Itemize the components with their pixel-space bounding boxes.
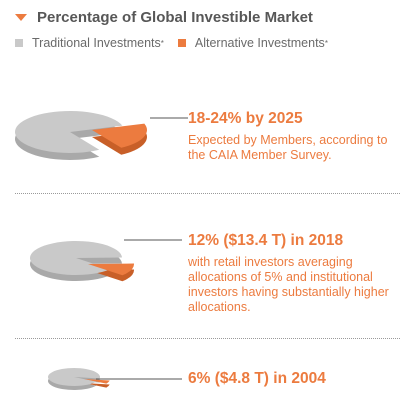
divider-1 [15,193,400,194]
pie-2-annotation: with retail investors averaging allocati… [188,255,389,314]
chart-header: Percentage of Global Investible Market [15,9,313,26]
legend: Traditional Investments * Alternative Inv… [15,36,342,50]
pie-1-title: 18-24% by 2025 [188,110,303,127]
chart-title: Percentage of Global Investible Market [37,9,313,26]
pie-3-alternative-side [84,383,110,388]
pie-3-alternative-slice [84,379,110,384]
legend-marker-alternative: * [324,38,328,48]
pie-1-alternative-slice [92,123,147,148]
legend-item-traditional: Traditional Investments * [15,36,164,50]
pie-2-alternative-slice [88,263,134,276]
legend-marker-traditional: * [160,38,164,48]
legend-swatch-alternative [177,39,186,47]
pie-1-traditional-slice [14,111,123,153]
divider-2 [15,338,400,339]
legend-item-alternative: Alternative Investments * [177,36,328,50]
legend-swatch-traditional [15,39,23,47]
legend-label-alternative: Alternative Investments [194,36,325,50]
legend-label-traditional: Traditional Investments [32,36,161,50]
pie-3-traditional-slice [48,368,101,386]
pie-1-annotation: Expected by Members, according to the CA… [188,133,388,162]
pie-3-title: 6% ($4.8 T) in 2004 [188,370,326,387]
pie-2-title: 12% ($13.4 T) in 2018 [188,232,344,249]
triangle-down-icon [15,14,27,21]
